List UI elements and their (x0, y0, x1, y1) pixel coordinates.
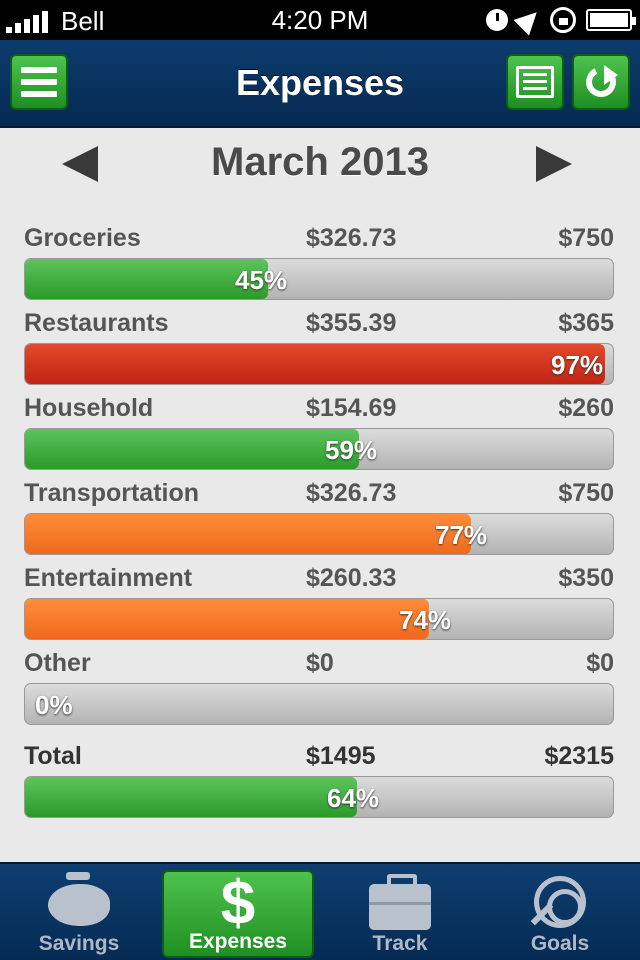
progress-percent: 0% (35, 690, 73, 720)
progress-percent: 97% (551, 350, 604, 380)
category-spent: $326.73 (306, 479, 397, 507)
carrier-group: Bell (6, 6, 104, 37)
piggy-bank-icon (48, 872, 110, 926)
category-budget: $350 (558, 564, 614, 592)
progress-bar: 64% (24, 776, 614, 818)
progress-bar: 77% (24, 513, 614, 555)
menu-icon (21, 67, 57, 97)
expense-category-list: Groceries $326.73 $750 45% Restaurants $… (0, 222, 640, 825)
category-spent: $154.69 (306, 394, 397, 422)
progress-bar: 0% (24, 683, 614, 725)
category-name: Other (24, 649, 91, 677)
progress-bar: 97% (24, 343, 614, 385)
progress-fill (25, 429, 359, 469)
category-budget: $0 (586, 649, 614, 677)
status-icons (486, 4, 636, 36)
category-name: Groceries (24, 224, 141, 252)
progress-bar: 59% (24, 428, 614, 470)
month-navigator: March 2013 (0, 130, 640, 200)
progress-percent: 74% (399, 605, 452, 635)
next-month-arrow-icon[interactable] (536, 144, 576, 184)
tab-expenses[interactable]: $ Expenses (162, 869, 314, 958)
target-icon (534, 876, 586, 928)
progress-percent: 59% (325, 435, 378, 465)
tab-label: Track (372, 932, 428, 955)
previous-month-arrow-icon[interactable] (62, 144, 102, 184)
nav-header: Expenses (0, 40, 640, 128)
briefcase-icon (369, 874, 431, 930)
category-row-groceries[interactable]: Groceries $326.73 $750 45% (0, 222, 640, 307)
progress-percent: 77% (435, 520, 488, 550)
alarm-clock-icon (486, 9, 508, 31)
category-row-transportation[interactable]: Transportation $326.73 $750 77% (0, 477, 640, 562)
tab-label: Goals (530, 932, 590, 955)
month-title: March 2013 (211, 140, 429, 184)
tab-label: Expenses (188, 930, 288, 953)
category-spent: $355.39 (306, 309, 397, 337)
tab-track[interactable]: Track (324, 870, 476, 958)
progress-fill (25, 777, 357, 817)
carrier-name: Bell (61, 6, 105, 36)
category-name: Transportation (24, 479, 200, 507)
category-budget: $260 (558, 394, 614, 422)
progress-fill (25, 344, 605, 384)
category-name: Household (24, 394, 154, 422)
location-arrow-icon (513, 4, 545, 36)
page-title: Expenses (235, 62, 405, 103)
tab-savings[interactable]: Savings (3, 870, 155, 958)
category-spent: $326.73 (306, 224, 397, 252)
progress-percent: 64% (327, 783, 380, 813)
status-time: 4:20 PM (271, 5, 369, 35)
total-row: Total $1495 $2315 64% (0, 740, 640, 825)
refresh-icon (581, 62, 621, 102)
category-row-restaurants[interactable]: Restaurants $355.39 $365 97% (0, 307, 640, 392)
status-bar: Bell 4:20 PM (0, 0, 640, 40)
category-spent: $0 (306, 649, 334, 677)
refresh-button[interactable] (572, 54, 630, 110)
tab-bar: Savings $ Expenses Track Goals (0, 862, 640, 960)
tab-label: Savings (38, 932, 120, 955)
progress-bar: 74% (24, 598, 614, 640)
list-view-button[interactable] (506, 54, 564, 110)
progress-fill (25, 514, 471, 554)
list-icon (516, 66, 554, 98)
tab-goals[interactable]: Goals (484, 870, 636, 958)
total-spent: $1495 (306, 742, 376, 770)
category-row-other[interactable]: Other $0 $0 0% (0, 647, 640, 732)
category-row-entertainment[interactable]: Entertainment $260.33 $350 74% (0, 562, 640, 647)
category-name: Restaurants (24, 309, 169, 337)
total-budget: $2315 (544, 742, 614, 770)
category-spent: $260.33 (306, 564, 397, 592)
signal-strength-icon (6, 10, 51, 33)
menu-button[interactable] (10, 54, 68, 110)
progress-percent: 45% (235, 265, 288, 295)
progress-fill (25, 259, 268, 299)
battery-icon (586, 9, 636, 31)
progress-bar: 45% (24, 258, 614, 300)
category-row-household[interactable]: Household $154.69 $260 59% (0, 392, 640, 477)
category-budget: $750 (558, 479, 614, 507)
category-budget: $750 (558, 224, 614, 252)
rotation-lock-icon (550, 7, 576, 33)
total-name: Total (24, 742, 82, 770)
category-budget: $365 (558, 309, 614, 337)
progress-fill (25, 599, 429, 639)
dollar-icon: $ (220, 869, 256, 938)
category-name: Entertainment (24, 564, 193, 592)
